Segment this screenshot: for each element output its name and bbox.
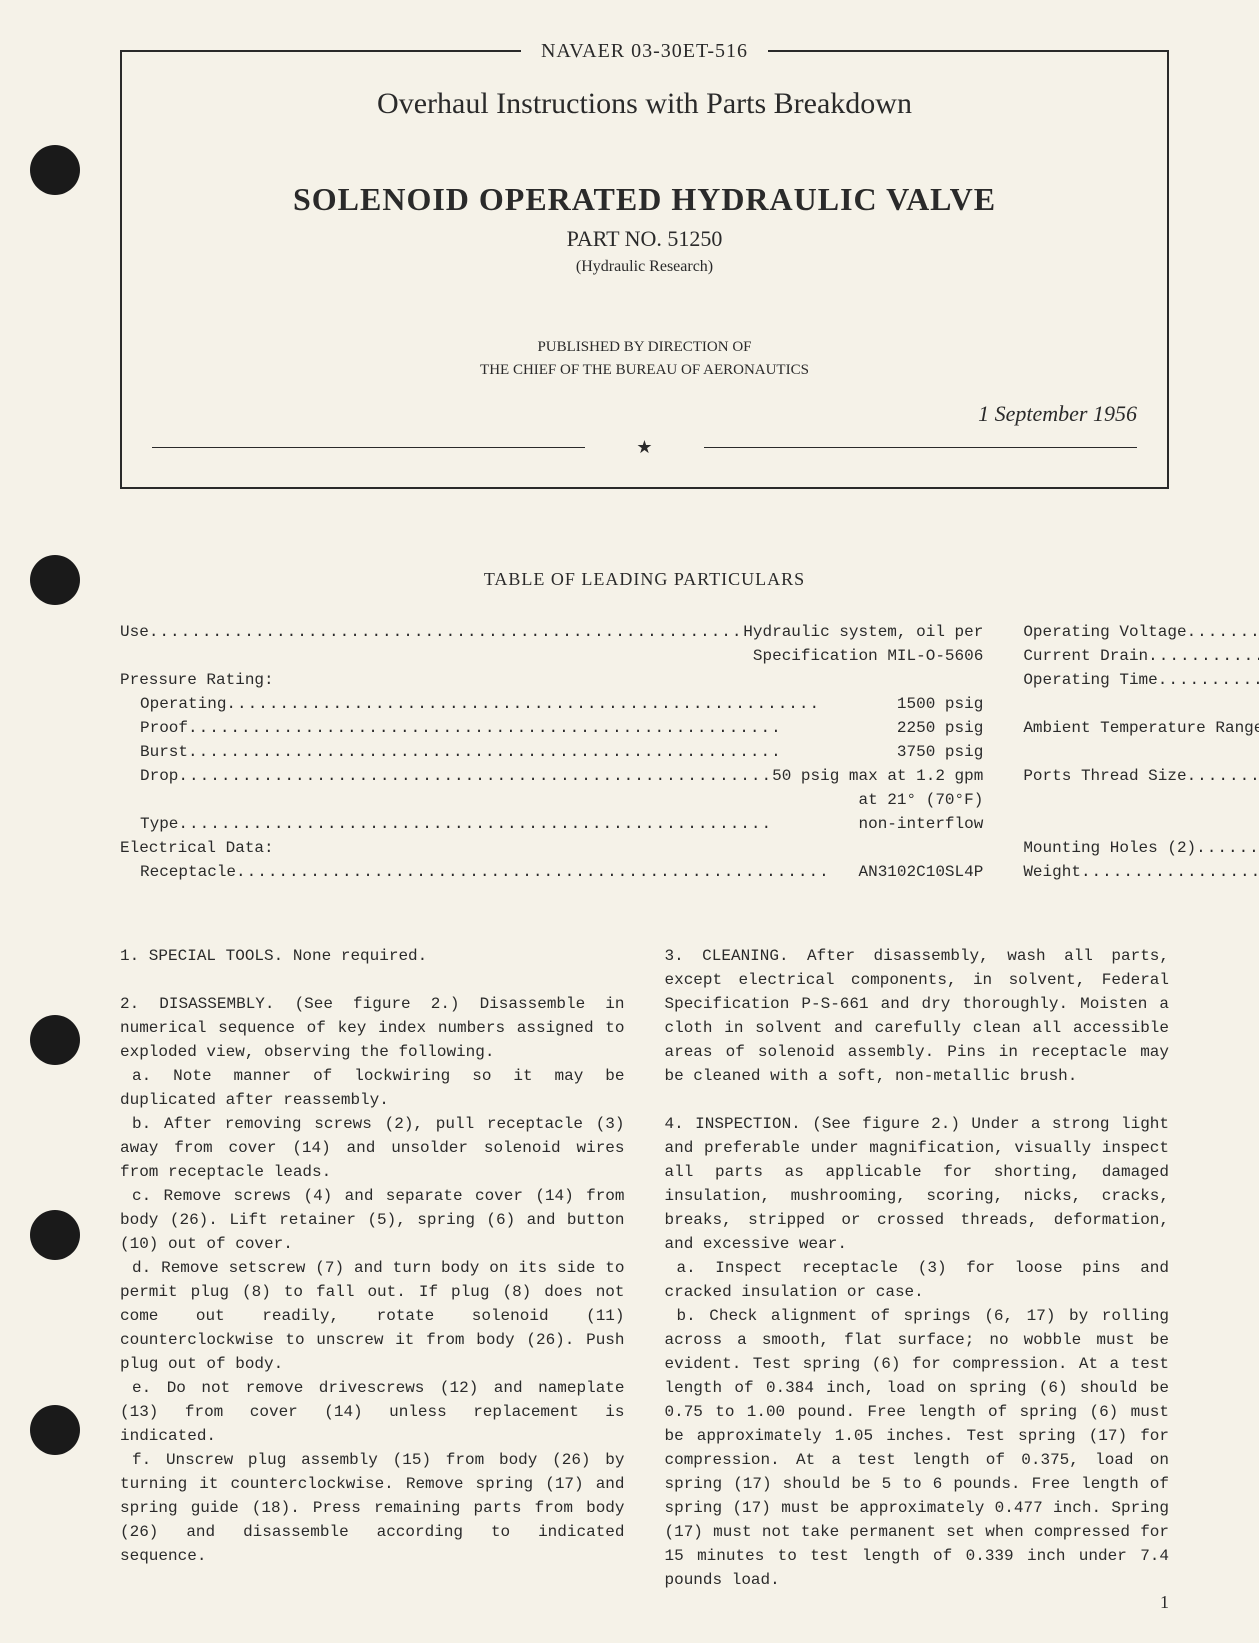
spec-sub-value: at 21° (70°F) [120,788,983,812]
spec-dots [1187,764,1259,788]
spec-label: Receptacle [140,860,236,884]
particulars-right-column: Operating Voltage 17 to 30V dcCurrent Dr… [1023,620,1259,884]
punch-hole [30,1210,80,1260]
body-paragraph [120,968,625,992]
spec-sub-value: (-65° to +250°F) [1023,740,1259,764]
spec-sub-value: at -54°C (-65°F) [1023,692,1259,716]
punch-hole [30,555,80,605]
spec-label: Drop [140,764,178,788]
spec-value: 3750 psig [897,740,983,764]
spec-line: Current Drain 1.0 amp max at 27V dc [1023,644,1259,668]
spec-value: 2250 psig [897,716,983,740]
spec-label: Weight [1023,860,1081,884]
spec-value: Hydraulic system, oil per [743,620,983,644]
subtitle: (Hydraulic Research) [152,258,1137,276]
spec-label: Mounting Holes (2) [1023,836,1196,860]
spec-sub-value: Specification AND10050 [1023,788,1259,812]
spec-value: AN3102C10SL4P [859,860,984,884]
published-line-1: PUBLISHED BY DIRECTION OF [537,339,751,355]
document-number: NAVAER 03-30ET-516 [521,40,768,62]
spec-label: Proof [140,716,188,740]
body-paragraph: e. Do not remove drivescrews (12) and na… [120,1376,625,1448]
punch-hole [30,1405,80,1455]
publication-date: 1 September 1956 [152,401,1137,427]
punch-hole [30,145,80,195]
body-paragraph: f. Unscrew plug assembly (15) from body … [120,1448,625,1568]
body-paragraph: d. Remove setscrew (7) and turn body on … [120,1256,625,1376]
body-text: 1. SPECIAL TOOLS. None required. 2. DISA… [120,944,1169,1592]
spec-dots [1081,860,1259,884]
spec-line: Operating 1500 psig [120,692,983,716]
header-box: NAVAER 03-30ET-516 Overhaul Instructions… [120,50,1169,489]
spec-label: Type [140,812,178,836]
spec-dots [149,620,743,644]
body-left-column: 1. SPECIAL TOOLS. None required. 2. DISA… [120,944,625,1592]
body-paragraph: b. Check alignment of springs (6, 17) by… [665,1304,1170,1592]
spec-label: Operating Time [1023,668,1157,692]
body-paragraph [665,1088,1170,1112]
punch-hole [30,1015,80,1065]
spec-line: Ports Thread Size 7/16-20 UNF-3B per [1023,764,1259,788]
body-paragraph: a. Inspect receptacle (3) for loose pins… [665,1256,1170,1304]
published-line-2: THE CHIEF OF THE BUREAU OF AERONAUTICS [480,362,809,378]
spec-value: non-interflow [859,812,984,836]
spec-line: Burst 3750 psig [120,740,983,764]
spec-dots [1196,836,1259,860]
table-title: TABLE OF LEADING PARTICULARS [120,569,1169,590]
body-paragraph: 4. INSPECTION. (See figure 2.) Under a s… [665,1112,1170,1256]
spec-label: Ports Thread Size [1023,764,1186,788]
page-number: 1 [1160,1592,1169,1613]
spec-line: Operating Voltage 17 to 30V dc [1023,620,1259,644]
main-title: SOLENOID OPERATED HYDRAULIC VALVE [152,181,1137,218]
published-by: PUBLISHED BY DIRECTION OF THE CHIEF OF T… [152,336,1137,381]
body-paragraph: c. Remove screws (4) and separate cover … [120,1184,625,1256]
spec-line: Ambient Temperature Range -54° to +121°C [1023,716,1259,740]
particulars-table: Use Hydraulic system, oil perSpecificati… [120,620,1169,884]
spec-dots [188,716,897,740]
body-paragraph: 3. CLEANING. After disassembly, wash all… [665,944,1170,1088]
part-number: PART NO. 51250 [152,226,1137,252]
spec-line: Proof 2250 psig [120,716,983,740]
star-icon: ★ [628,437,660,457]
spec-sub-value: for 1/4 in. OD tubing [1023,812,1259,836]
spec-line: Use Hydraulic system, oil per [120,620,983,644]
spec-value: 50 psig max at 1.2 gpm [772,764,983,788]
spec-line: Receptacle AN3102C10SL4P [120,860,983,884]
overhaul-title: Overhaul Instructions with Parts Breakdo… [152,87,1137,121]
spec-header: Electrical Data: [120,836,983,860]
spec-line: Type non-interflow [120,812,983,836]
body-paragraph: a. Note manner of lockwiring so it may b… [120,1064,625,1112]
spec-line: Weight 1.15 lb approx [1023,860,1259,884]
spec-line: Drop 50 psig max at 1.2 gpm [120,764,983,788]
spec-sub-value: Specification MIL-O-5606 [120,644,983,668]
body-right-column: 3. CLEANING. After disassembly, wash all… [665,944,1170,1592]
spec-dots [178,764,772,788]
spec-dots [178,812,858,836]
spec-dots [1187,620,1259,644]
spec-dots [188,740,897,764]
spec-dots [1158,668,1259,692]
spec-value: 1500 psig [897,692,983,716]
star-divider: ★ [152,437,1137,457]
spec-label: Operating [140,692,226,716]
body-paragraph: b. After removing screws (2), pull recep… [120,1112,625,1184]
spec-label: Current Drain [1023,644,1148,668]
spec-header: Pressure Rating: [120,668,983,692]
spec-dots [226,692,896,716]
spec-line: Operating Time 0.02 sec max at 26V dc [1023,668,1259,692]
body-paragraph: 2. DISASSEMBLY. (See figure 2.) Disassem… [120,992,625,1064]
spec-line: Mounting Holes (2) 0.210 dia thru [1023,836,1259,860]
spec-label: Burst [140,740,188,764]
spec-dots [1148,644,1259,668]
particulars-left-column: Use Hydraulic system, oil perSpecificati… [120,620,983,884]
spec-label: Operating Voltage [1023,620,1186,644]
body-paragraph: 1. SPECIAL TOOLS. None required. [120,944,625,968]
spec-label: Use [120,620,149,644]
spec-dots [236,860,858,884]
spec-label: Ambient Temperature Range [1023,716,1259,740]
